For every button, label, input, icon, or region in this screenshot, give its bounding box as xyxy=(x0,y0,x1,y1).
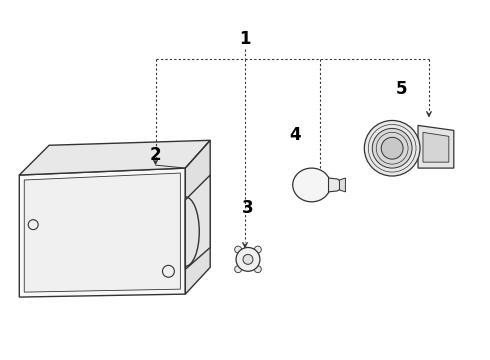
Polygon shape xyxy=(418,125,454,168)
Circle shape xyxy=(243,255,253,264)
Text: 4: 4 xyxy=(289,126,300,144)
Ellipse shape xyxy=(235,266,242,273)
Polygon shape xyxy=(340,178,345,192)
Ellipse shape xyxy=(235,246,242,253)
Polygon shape xyxy=(185,140,210,294)
Polygon shape xyxy=(328,178,342,192)
Circle shape xyxy=(236,247,260,271)
Polygon shape xyxy=(24,173,180,292)
Polygon shape xyxy=(423,132,449,162)
Text: 5: 5 xyxy=(395,80,407,98)
Polygon shape xyxy=(19,168,185,297)
Polygon shape xyxy=(185,175,210,269)
Ellipse shape xyxy=(293,168,331,202)
Ellipse shape xyxy=(254,266,261,273)
Text: 2: 2 xyxy=(150,146,161,164)
Ellipse shape xyxy=(254,246,261,253)
Text: 3: 3 xyxy=(242,199,254,217)
Text: 1: 1 xyxy=(239,30,251,48)
Polygon shape xyxy=(19,140,210,175)
Circle shape xyxy=(365,121,420,176)
Circle shape xyxy=(381,137,403,159)
Circle shape xyxy=(372,129,412,168)
